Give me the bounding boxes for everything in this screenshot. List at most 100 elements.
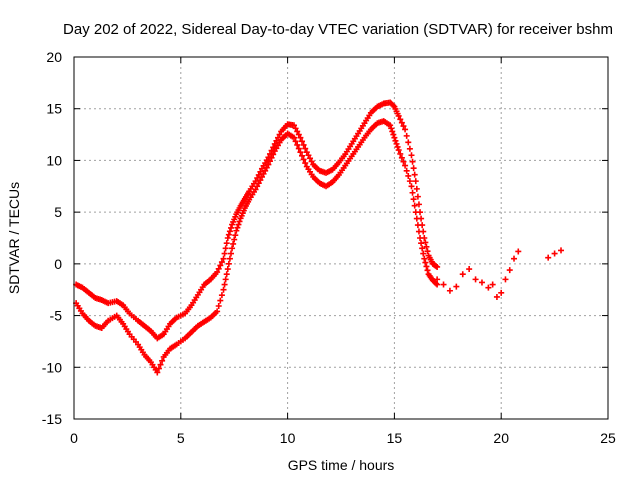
data-point-lower-trace xyxy=(415,228,422,235)
data-point-lower-trace xyxy=(222,276,229,283)
y-tick-label: 5 xyxy=(54,204,62,220)
data-point-lower-trace xyxy=(215,303,222,310)
data-point-lower-trace xyxy=(257,177,264,184)
data-point-upper-trace xyxy=(398,119,405,126)
data-point-lower-trace xyxy=(235,221,242,228)
data-point-upper-trace xyxy=(271,140,278,147)
data-point-upper-trace xyxy=(300,141,307,148)
data-point-upper-trace xyxy=(412,178,419,185)
data-point-upper-trace xyxy=(294,128,301,135)
data-point-lower-trace xyxy=(252,186,259,193)
data-point-lower-trace xyxy=(418,240,425,247)
data-point-lower-trace xyxy=(233,227,240,234)
data-point-upper-trace xyxy=(257,168,264,175)
data-point-upper-trace xyxy=(406,145,413,152)
data-point-lower-trace xyxy=(420,250,427,257)
data-point-lower-trace xyxy=(154,369,161,376)
data-point-late-scatter xyxy=(551,250,558,257)
data-point-late-scatter xyxy=(485,284,492,291)
data-point-lower-trace xyxy=(422,259,429,266)
data-point-lower-trace xyxy=(254,183,261,190)
data-point-lower-trace xyxy=(408,183,415,190)
data-point-upper-trace xyxy=(397,116,404,123)
data-point-lower-trace xyxy=(411,202,418,209)
data-point-lower-trace xyxy=(409,189,416,196)
data-point-lower-trace xyxy=(221,281,228,288)
x-tick-label: 25 xyxy=(600,430,616,446)
data-point-lower-trace xyxy=(155,365,162,372)
data-point-lower-trace xyxy=(388,125,395,132)
data-point-upper-trace xyxy=(415,201,422,208)
data-point-upper-trace xyxy=(410,165,417,172)
x-tick-label: 20 xyxy=(493,430,509,446)
data-point-upper-trace xyxy=(395,112,402,119)
data-point-lower-trace xyxy=(218,292,225,299)
data-point-upper-trace xyxy=(273,137,280,144)
y-tick-label: -15 xyxy=(42,411,62,427)
data-point-lower-trace xyxy=(291,134,298,141)
data-point-upper-trace xyxy=(227,224,234,231)
data-point-lower-trace xyxy=(394,143,401,150)
data-point-lower-trace xyxy=(387,122,394,129)
data-point-lower-trace xyxy=(397,150,404,157)
data-point-upper-trace xyxy=(414,193,421,200)
data-point-lower-trace xyxy=(402,162,409,169)
data-point-upper-trace xyxy=(409,158,416,165)
data-point-lower-trace xyxy=(255,180,262,187)
y-axis-label: SDTVAR / TECUs xyxy=(6,182,22,294)
data-point-lower-trace xyxy=(405,172,412,179)
data-point-lower-trace xyxy=(229,245,236,252)
data-point-late-scatter xyxy=(515,248,522,255)
y-tick-label: 15 xyxy=(46,101,62,117)
data-point-lower-trace xyxy=(434,281,441,288)
data-point-upper-trace xyxy=(221,250,228,257)
data-point-lower-trace xyxy=(236,218,243,225)
y-tick-label: -10 xyxy=(42,359,62,375)
data-point-late-scatter xyxy=(466,266,473,273)
axis-ticks xyxy=(73,56,609,420)
data-point-lower-trace xyxy=(258,173,265,180)
data-point-upper-trace xyxy=(215,265,222,272)
data-point-upper-trace xyxy=(400,123,407,130)
data-point-lower-trace xyxy=(390,131,397,138)
data-point-upper-trace xyxy=(224,235,231,241)
data-point-lower-trace xyxy=(268,154,275,161)
data-point-upper-trace xyxy=(434,263,441,270)
data-point-lower-trace xyxy=(392,137,399,144)
data-point-late-scatter xyxy=(446,287,453,294)
data-point-upper-trace xyxy=(305,152,312,159)
data-point-lower-trace xyxy=(224,266,231,273)
data-point-lower-trace xyxy=(423,263,430,270)
y-tick-label: 0 xyxy=(54,256,62,272)
x-axis-label: GPS time / hours xyxy=(288,457,395,473)
data-point-lower-trace xyxy=(395,147,402,154)
data-point-lower-trace xyxy=(300,156,307,163)
data-point-lower-trace xyxy=(297,149,304,156)
data-point-upper-trace xyxy=(214,269,221,276)
data-point-upper-trace xyxy=(255,171,262,178)
grid-lines xyxy=(74,57,608,419)
data-point-lower-trace xyxy=(157,361,164,368)
data-point-lower-trace xyxy=(234,224,241,231)
data-point-lower-trace xyxy=(302,160,309,167)
data-point-late-scatter xyxy=(502,276,509,283)
data-point-upper-trace xyxy=(297,134,304,141)
data-point-lower-trace xyxy=(403,167,410,174)
data-point-lower-trace xyxy=(214,308,221,315)
data-point-late-scatter xyxy=(478,279,485,286)
data-points xyxy=(73,99,565,376)
data-point-lower-trace xyxy=(223,271,230,278)
data-point-upper-trace xyxy=(302,145,309,152)
data-point-upper-trace xyxy=(423,243,430,250)
data-point-lower-trace xyxy=(410,196,417,203)
tick-labels: 0 5 10 15 20 25 -15 -10 -5 0 5 10 15 20 xyxy=(42,49,616,446)
data-point-late-scatter xyxy=(506,267,513,274)
x-tick-label: 15 xyxy=(387,430,403,446)
data-point-upper-trace xyxy=(217,262,224,269)
data-point-upper-trace xyxy=(303,149,310,156)
data-point-lower-trace xyxy=(414,222,421,229)
data-point-late-scatter xyxy=(472,276,479,283)
data-point-lower-trace xyxy=(391,134,398,141)
data-point-lower-trace xyxy=(389,128,396,135)
